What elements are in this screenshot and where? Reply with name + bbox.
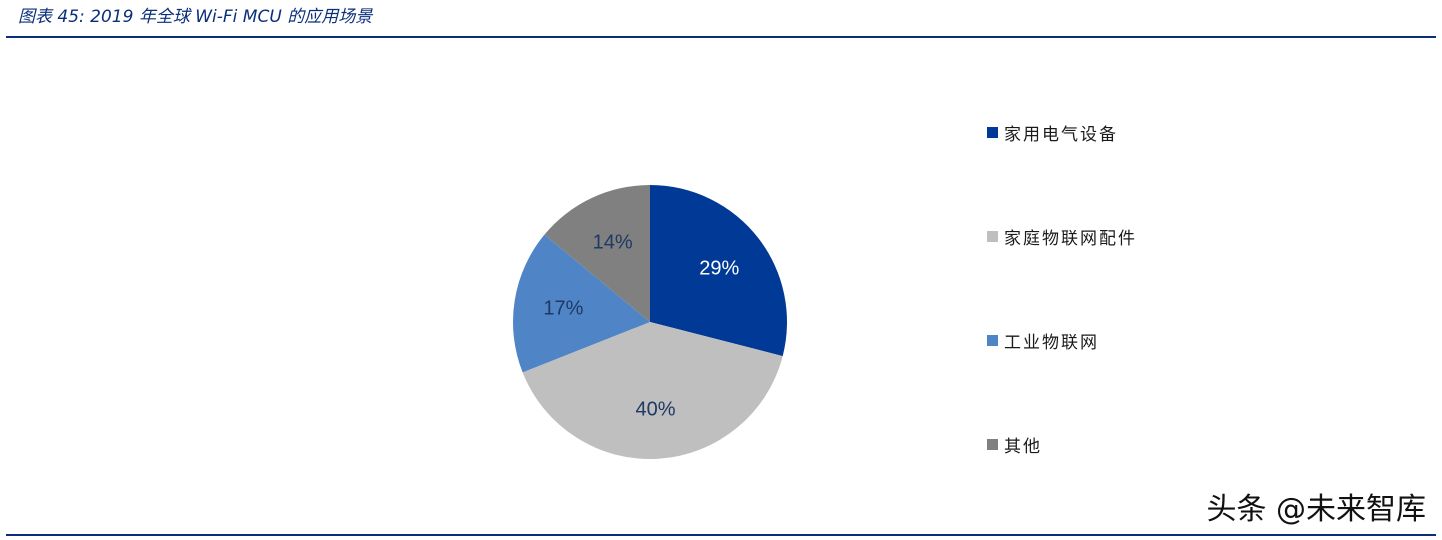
pie-label-industrial-iot: 17% bbox=[543, 297, 583, 319]
top-rule bbox=[6, 36, 1436, 38]
legend-label-other: 其他 bbox=[1004, 436, 1042, 457]
bottom-rule bbox=[6, 534, 1436, 536]
pie-slice-other bbox=[544, 185, 650, 322]
pie-label-other: 14% bbox=[593, 232, 633, 254]
legend-swatch-industrial-iot bbox=[987, 334, 998, 346]
legend-label-industrial-iot: 工业物联网 bbox=[1004, 332, 1099, 353]
legend-item-home-appliances: 家用电气设备 bbox=[987, 118, 1137, 146]
legend-item-other: 其他 bbox=[987, 430, 1137, 458]
pie-label-home-iot-accessories: 40% bbox=[635, 399, 675, 421]
pie-slice-home-iot-accessories bbox=[522, 322, 783, 459]
legend-label-home-appliances: 家用电气设备 bbox=[1004, 124, 1118, 145]
legend-item-industrial-iot: 工业物联网 bbox=[987, 326, 1137, 354]
figure-title: 图表 45: 2019 年全球 Wi-Fi MCU 的应用场景 bbox=[18, 7, 373, 27]
watermark: 头条 @未来智库 bbox=[1206, 492, 1426, 527]
pie-label-home-appliances: 29% bbox=[699, 257, 739, 279]
pie-slice-industrial-iot bbox=[513, 234, 650, 373]
chart-legend: 家用电气设备 家庭物联网配件 工业物联网 其他 bbox=[987, 118, 1137, 458]
legend-swatch-other bbox=[987, 438, 998, 450]
legend-swatch-home-appliances bbox=[987, 126, 998, 138]
pie-chart: 29% 40% 17% 14% bbox=[513, 185, 787, 459]
pie-slice-home-appliances bbox=[650, 185, 787, 357]
legend-swatch-home-iot-accessories bbox=[987, 230, 998, 242]
legend-label-home-iot-accessories: 家庭物联网配件 bbox=[1004, 228, 1137, 249]
legend-item-home-iot-accessories: 家庭物联网配件 bbox=[987, 222, 1137, 250]
